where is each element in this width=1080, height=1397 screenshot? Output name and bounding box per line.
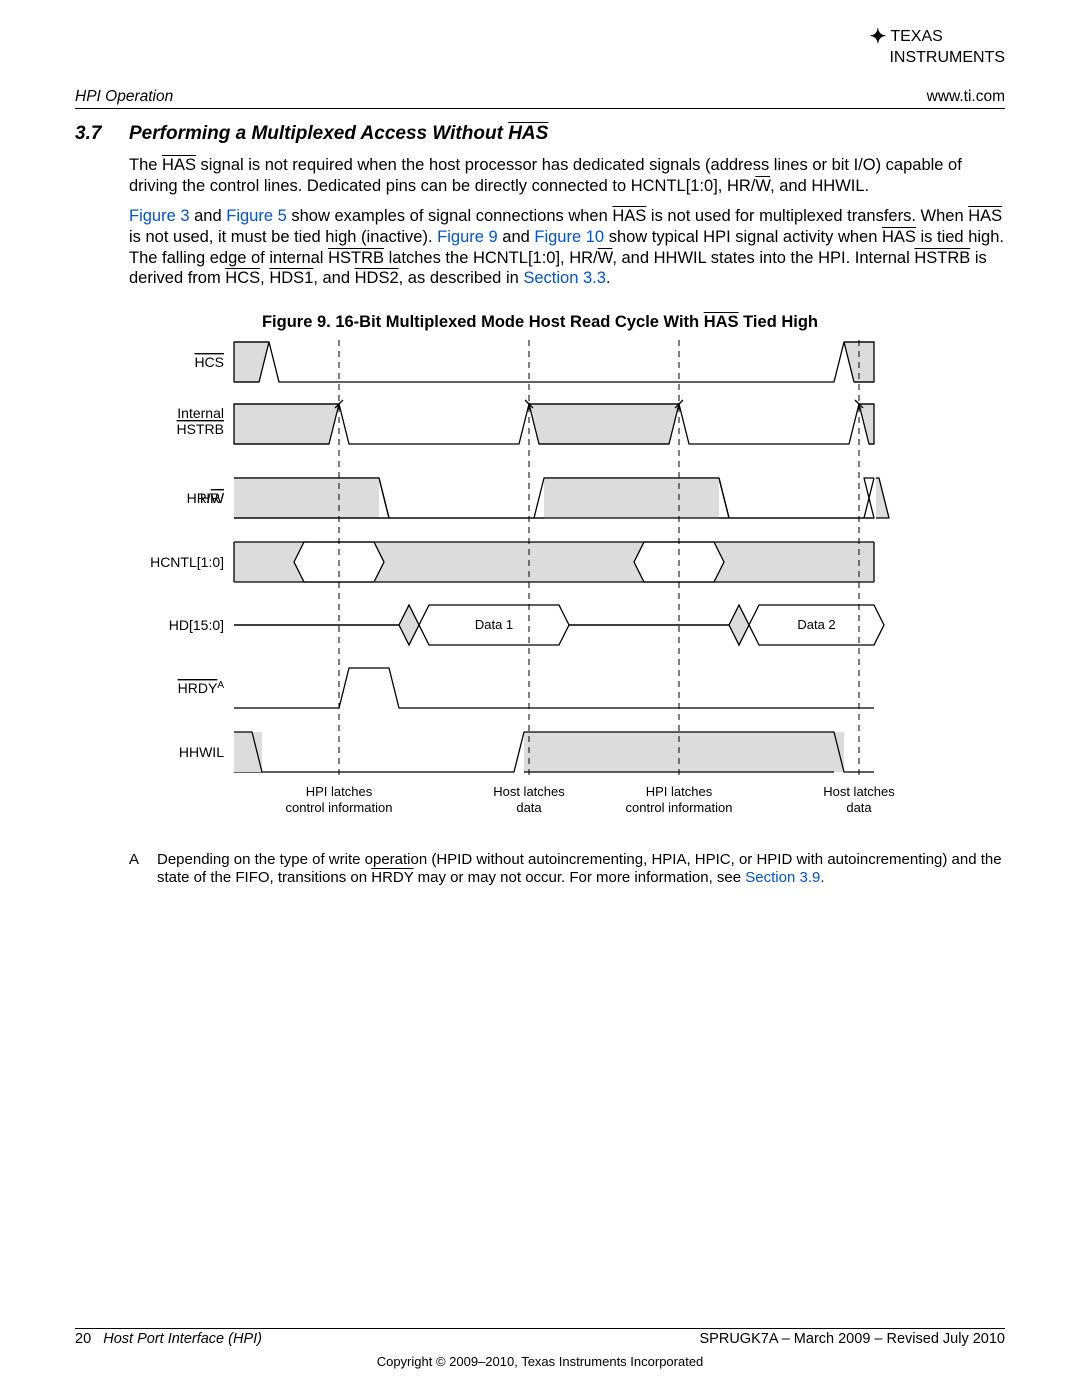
timing-diagram: HCSInternalHSTRBHR/HR/WHCNTL[1:0]Data 1D… [129,340,1005,845]
p2-hds2: HDS2 [355,269,399,287]
p2k: , [260,269,269,287]
p2-w: W [598,249,613,267]
p1c: , and HHWIL. [770,177,869,195]
figure-caption: Figure 9. 16-Bit Multiplexed Mode Host R… [75,313,1005,332]
footer-left: 20 Host Port Interface (HPI) [75,1331,262,1347]
page-number: 20 [75,1331,91,1347]
p2d: is not used, it must be tied high (inact… [129,228,437,246]
link-fig5[interactable]: Figure 5 [226,207,287,225]
p2-has2: HAS [968,207,1002,225]
svg-text:HRDYA: HRDYA [178,679,225,696]
svg-text:HPI latches: HPI latches [646,784,713,799]
p2c: is not used for multiplexed transfers. W… [646,207,968,225]
svg-text:data: data [846,800,872,815]
fig-tb: Tied High [739,313,818,331]
copyright: Copyright © 2009–2010, Texas Instruments… [0,1354,1080,1369]
footnote-mark: A [129,851,157,887]
link-fig3[interactable]: Figure 3 [129,207,190,225]
footnote-text: Depending on the type of write operation… [157,851,1005,887]
header-right: www.ti.com [927,88,1005,106]
link-fig9[interactable]: Figure 9 [437,228,498,246]
p2l: , and [313,269,354,287]
link-fig10[interactable]: Figure 10 [534,228,604,246]
svg-text:HPI latches: HPI latches [306,784,373,799]
svg-text:Data 1: Data 1 [475,617,513,632]
page-footer: 20 Host Port Interface (HPI) SPRUGK7A – … [75,1328,1005,1347]
svg-text:Host latches: Host latches [823,784,895,799]
footnote-a: A Depending on the type of write operati… [129,851,1005,887]
paragraph-2: Figure 3 and Figure 5 show examples of s… [129,206,1005,289]
svg-text:control information: control information [626,800,733,815]
svg-text:HHWIL: HHWIL [179,744,224,760]
fig-has: HAS [704,313,739,331]
section-name: Performing a Multiplexed Access Without [129,123,508,144]
section-num: 3.7 [75,123,129,145]
svg-text:control information: control information [286,800,393,815]
p2e: and [498,228,535,246]
ti-logo: ✦ TEXAS INSTRUMENTS [869,24,1005,67]
link-sec39[interactable]: Section 3.9 [745,869,820,886]
p1-has: HAS [162,156,196,174]
svg-text:HD[15:0]: HD[15:0] [169,617,224,633]
p2-hstrb2: HSTRB [914,249,970,267]
page-header: HPI Operation www.ti.com [75,88,1005,109]
svg-text:HCS: HCS [194,354,224,370]
svg-text:data: data [516,800,542,815]
p2-hstrb1: HSTRB [328,249,384,267]
header-left: HPI Operation [75,88,173,106]
fn-hrdy: HRDY [371,869,413,886]
p1-w: W [755,177,770,195]
svg-text:Internal: Internal [177,405,224,421]
footer-right: SPRUGK7A – March 2009 – Revised July 201… [700,1331,1005,1347]
p2-hcs: HCS [225,269,260,287]
section-title: 3.7Performing a Multiplexed Access Witho… [75,123,1005,145]
paragraph-1: The HAS signal is not required when the … [129,155,1005,196]
fig-num: Figure 9. [262,313,331,331]
logo-l1: TEXAS [890,28,942,45]
section-signal: HAS [508,123,548,144]
p2m: , as described in [399,269,524,287]
p2-has3: HAS [882,228,916,246]
svg-text:HSTRB: HSTRB [177,421,224,437]
link-sec33[interactable]: Section 3.3 [523,269,606,287]
p2f: show typical HPI signal activity when [604,228,882,246]
p2-hds1: HDS1 [269,269,313,287]
p2b: show examples of signal connections when [287,207,613,225]
fig-ta: 16-Bit Multiplexed Mode Host Read Cycle … [331,313,704,331]
p2a: and [190,207,227,225]
p2-has1: HAS [612,207,646,225]
p2h: latches the HCNTL[1:0], HR/ [384,249,598,267]
svg-text:HCNTL[1:0]: HCNTL[1:0] [150,554,224,570]
p1a: The [129,156,162,174]
svg-text:HR/W: HR/W [187,490,225,506]
p2i: , and HHWIL states into the HPI. Interna… [612,249,914,267]
svg-text:Host latches: Host latches [493,784,565,799]
logo-l2: INSTRUMENTS [889,49,1005,67]
footer-title: Host Port Interface (HPI) [103,1331,262,1347]
fn-b: may or may not occur. For more informati… [414,869,746,886]
svg-text:Data 2: Data 2 [797,617,835,632]
